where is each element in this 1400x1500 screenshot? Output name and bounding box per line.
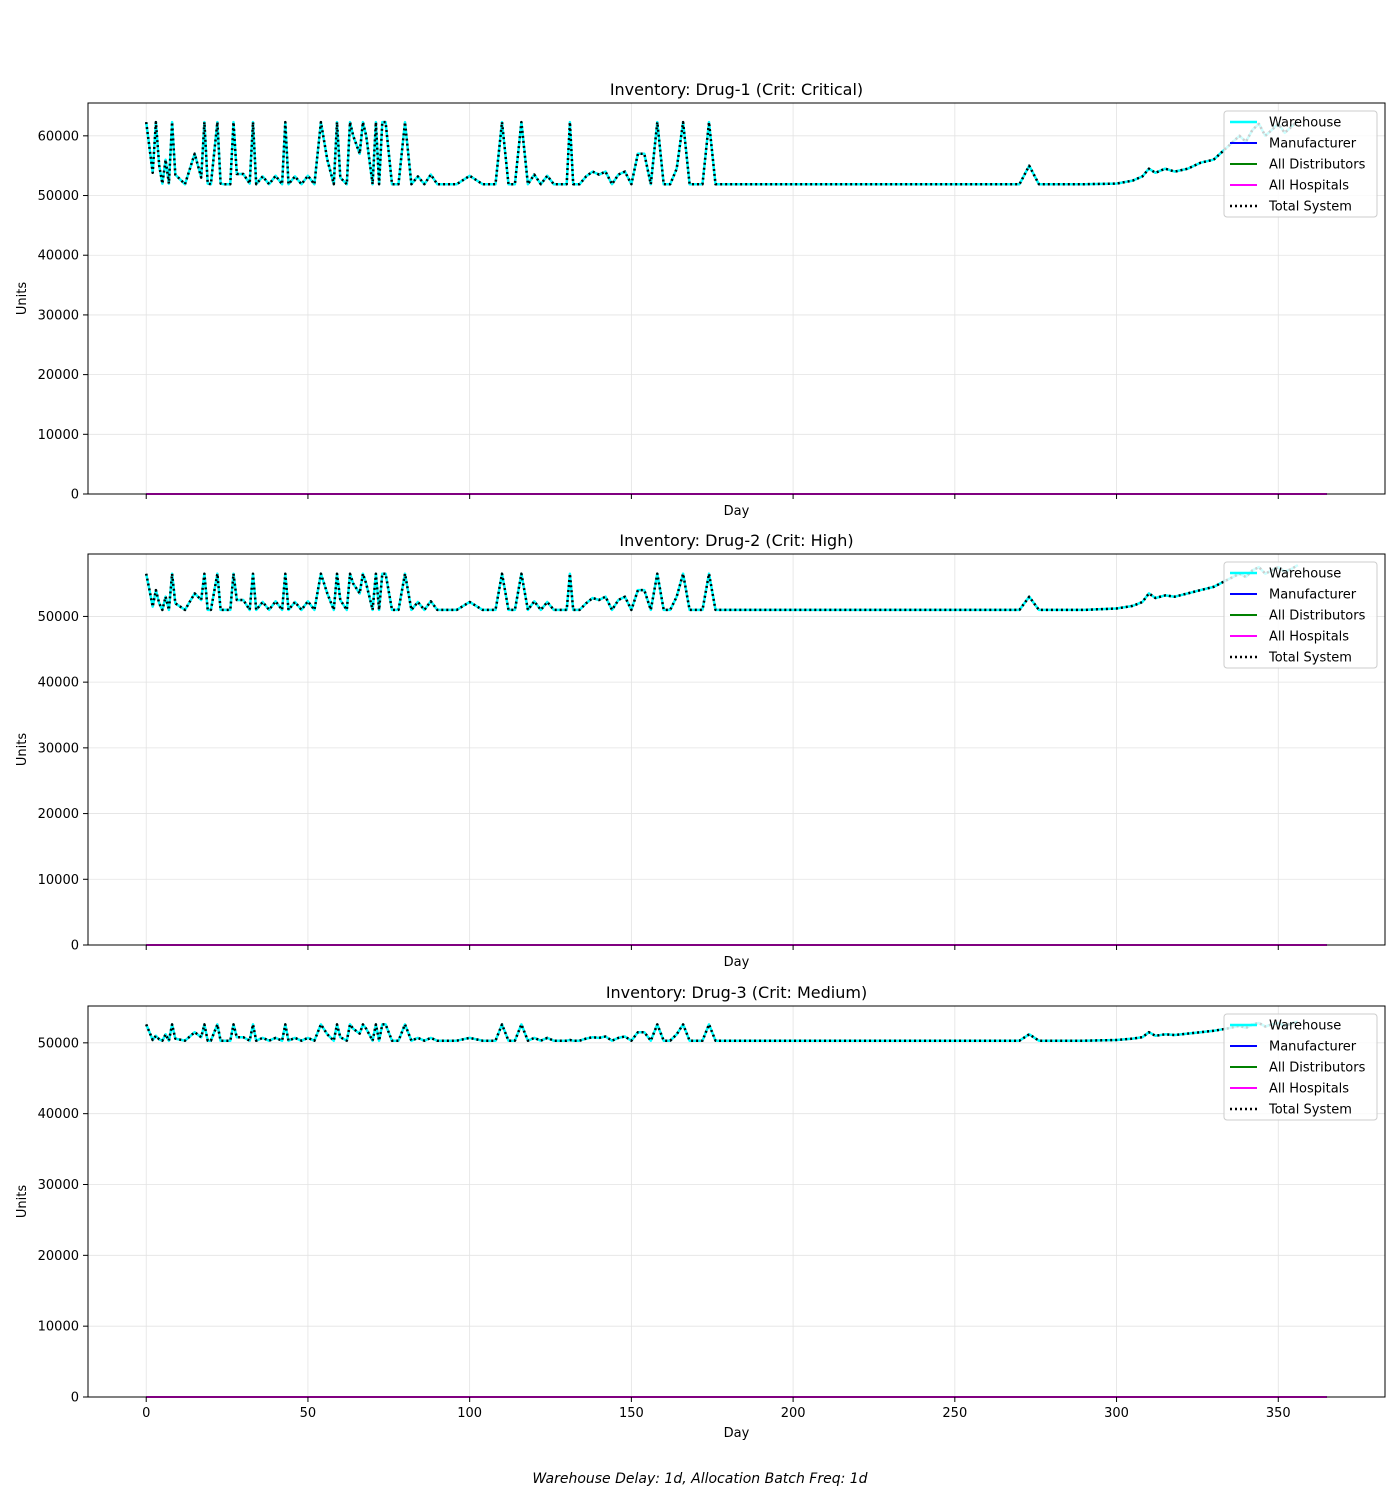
x-axis-label: Day [724,504,750,519]
y-tick-label: 0 [71,1391,79,1406]
y-tick-label: 60000 [38,129,79,144]
legend: Warehouse Manufacturer All Distributors All… [1223,1013,1378,1121]
y-tick-label: 20000 [38,807,79,822]
y-tick-label: 0 [71,488,79,503]
y-tick-label: 10000 [38,1320,79,1335]
legend-label-total-system: Total System [1268,200,1352,215]
y-tick-label: 50000 [38,1036,79,1051]
legend-label-all-hospitals: All Hospitals [1269,179,1349,194]
legend-label-manufacturer: Manufacturer [1269,588,1357,603]
figure-footer: Warehouse Delay: 1d, Allocation Batch Fr… [532,1471,868,1487]
series-line-warehouse [144,119,1299,186]
x-axis-label: Day [724,1426,750,1441]
legend-label-all-distributors: All Distributors [1269,1061,1366,1076]
legend-label-all-distributors: All Distributors [1269,158,1366,173]
y-tick-label: 10000 [38,428,79,443]
x-tick-label: 200 [781,1406,806,1421]
x-tick-label: 0 [142,1406,150,1421]
series-line-warehouse [144,564,1299,612]
legend-box [1223,1013,1378,1121]
y-tick-label: 40000 [38,676,79,691]
series-line-total-system [144,564,1299,612]
chart-panel-3: 0 50 100 150 200 250 300 350 0 10000 20000 30000 400… [15,983,1386,1441]
y-tick-label: 50000 [38,610,79,625]
x-axis-label: Day [724,955,750,970]
axes-frame [87,1005,1386,1398]
legend-box [1223,110,1378,218]
legend-label-all-distributors: All Distributors [1269,609,1366,624]
y-tick-label: 40000 [38,249,79,264]
y-tick-label: 30000 [38,308,79,323]
y-tick-label: 10000 [38,873,79,888]
x-tick-label: 250 [942,1406,967,1421]
series-line-total-system [145,1020,1299,1042]
legend-label-manufacturer: Manufacturer [1269,137,1357,152]
y-tick-label: 20000 [38,368,79,383]
legend-label-all-hospitals: All Hospitals [1269,630,1349,645]
legend-label-total-system: Total System [1268,1103,1352,1118]
y-tick-label: 50000 [38,189,79,204]
legend: Warehouse Manufacturer All Distributors All… [1223,110,1378,218]
x-tick-label: 300 [1104,1406,1129,1421]
x-tick-label: 50 [300,1406,317,1421]
y-axis-label: Units [15,733,30,766]
legend-label-warehouse: Warehouse [1269,116,1341,131]
y-axis-label: Units [15,282,30,315]
legend-label-all-hospitals: All Hospitals [1269,1082,1349,1097]
axes-frame [87,553,1386,946]
x-tick-label: 100 [457,1406,482,1421]
y-tick-label: 30000 [38,741,79,756]
chart-panel-1: 0 10000 20000 30000 40000 50000 60000 Inventory… [15,80,1386,519]
legend-label-manufacturer: Manufacturer [1269,1040,1357,1055]
x-tick-label: 150 [619,1406,644,1421]
legend-label-warehouse: Warehouse [1269,567,1341,582]
chart-title: Inventory: Drug-3 (Crit: Medium) [606,983,867,1002]
legend-label-total-system: Total System [1268,651,1352,666]
y-tick-label: 40000 [38,1107,79,1122]
legend-label-warehouse: Warehouse [1269,1019,1341,1034]
legend-box [1223,561,1378,669]
y-axis-label: Units [15,1185,30,1218]
y-tick-label: 0 [71,939,79,954]
chart-panel-2: 0 10000 20000 30000 40000 50000 Inventory: Dru… [15,531,1386,970]
y-tick-label: 20000 [38,1249,79,1264]
chart-title: Inventory: Drug-2 (Crit: High) [619,531,853,550]
axes-frame [87,102,1386,495]
legend: Warehouse Manufacturer All Distributors All… [1223,561,1378,669]
x-tick-label: 350 [1266,1406,1291,1421]
chart-title: Inventory: Drug-1 (Crit: Critical) [610,80,863,99]
y-tick-label: 30000 [38,1178,79,1193]
